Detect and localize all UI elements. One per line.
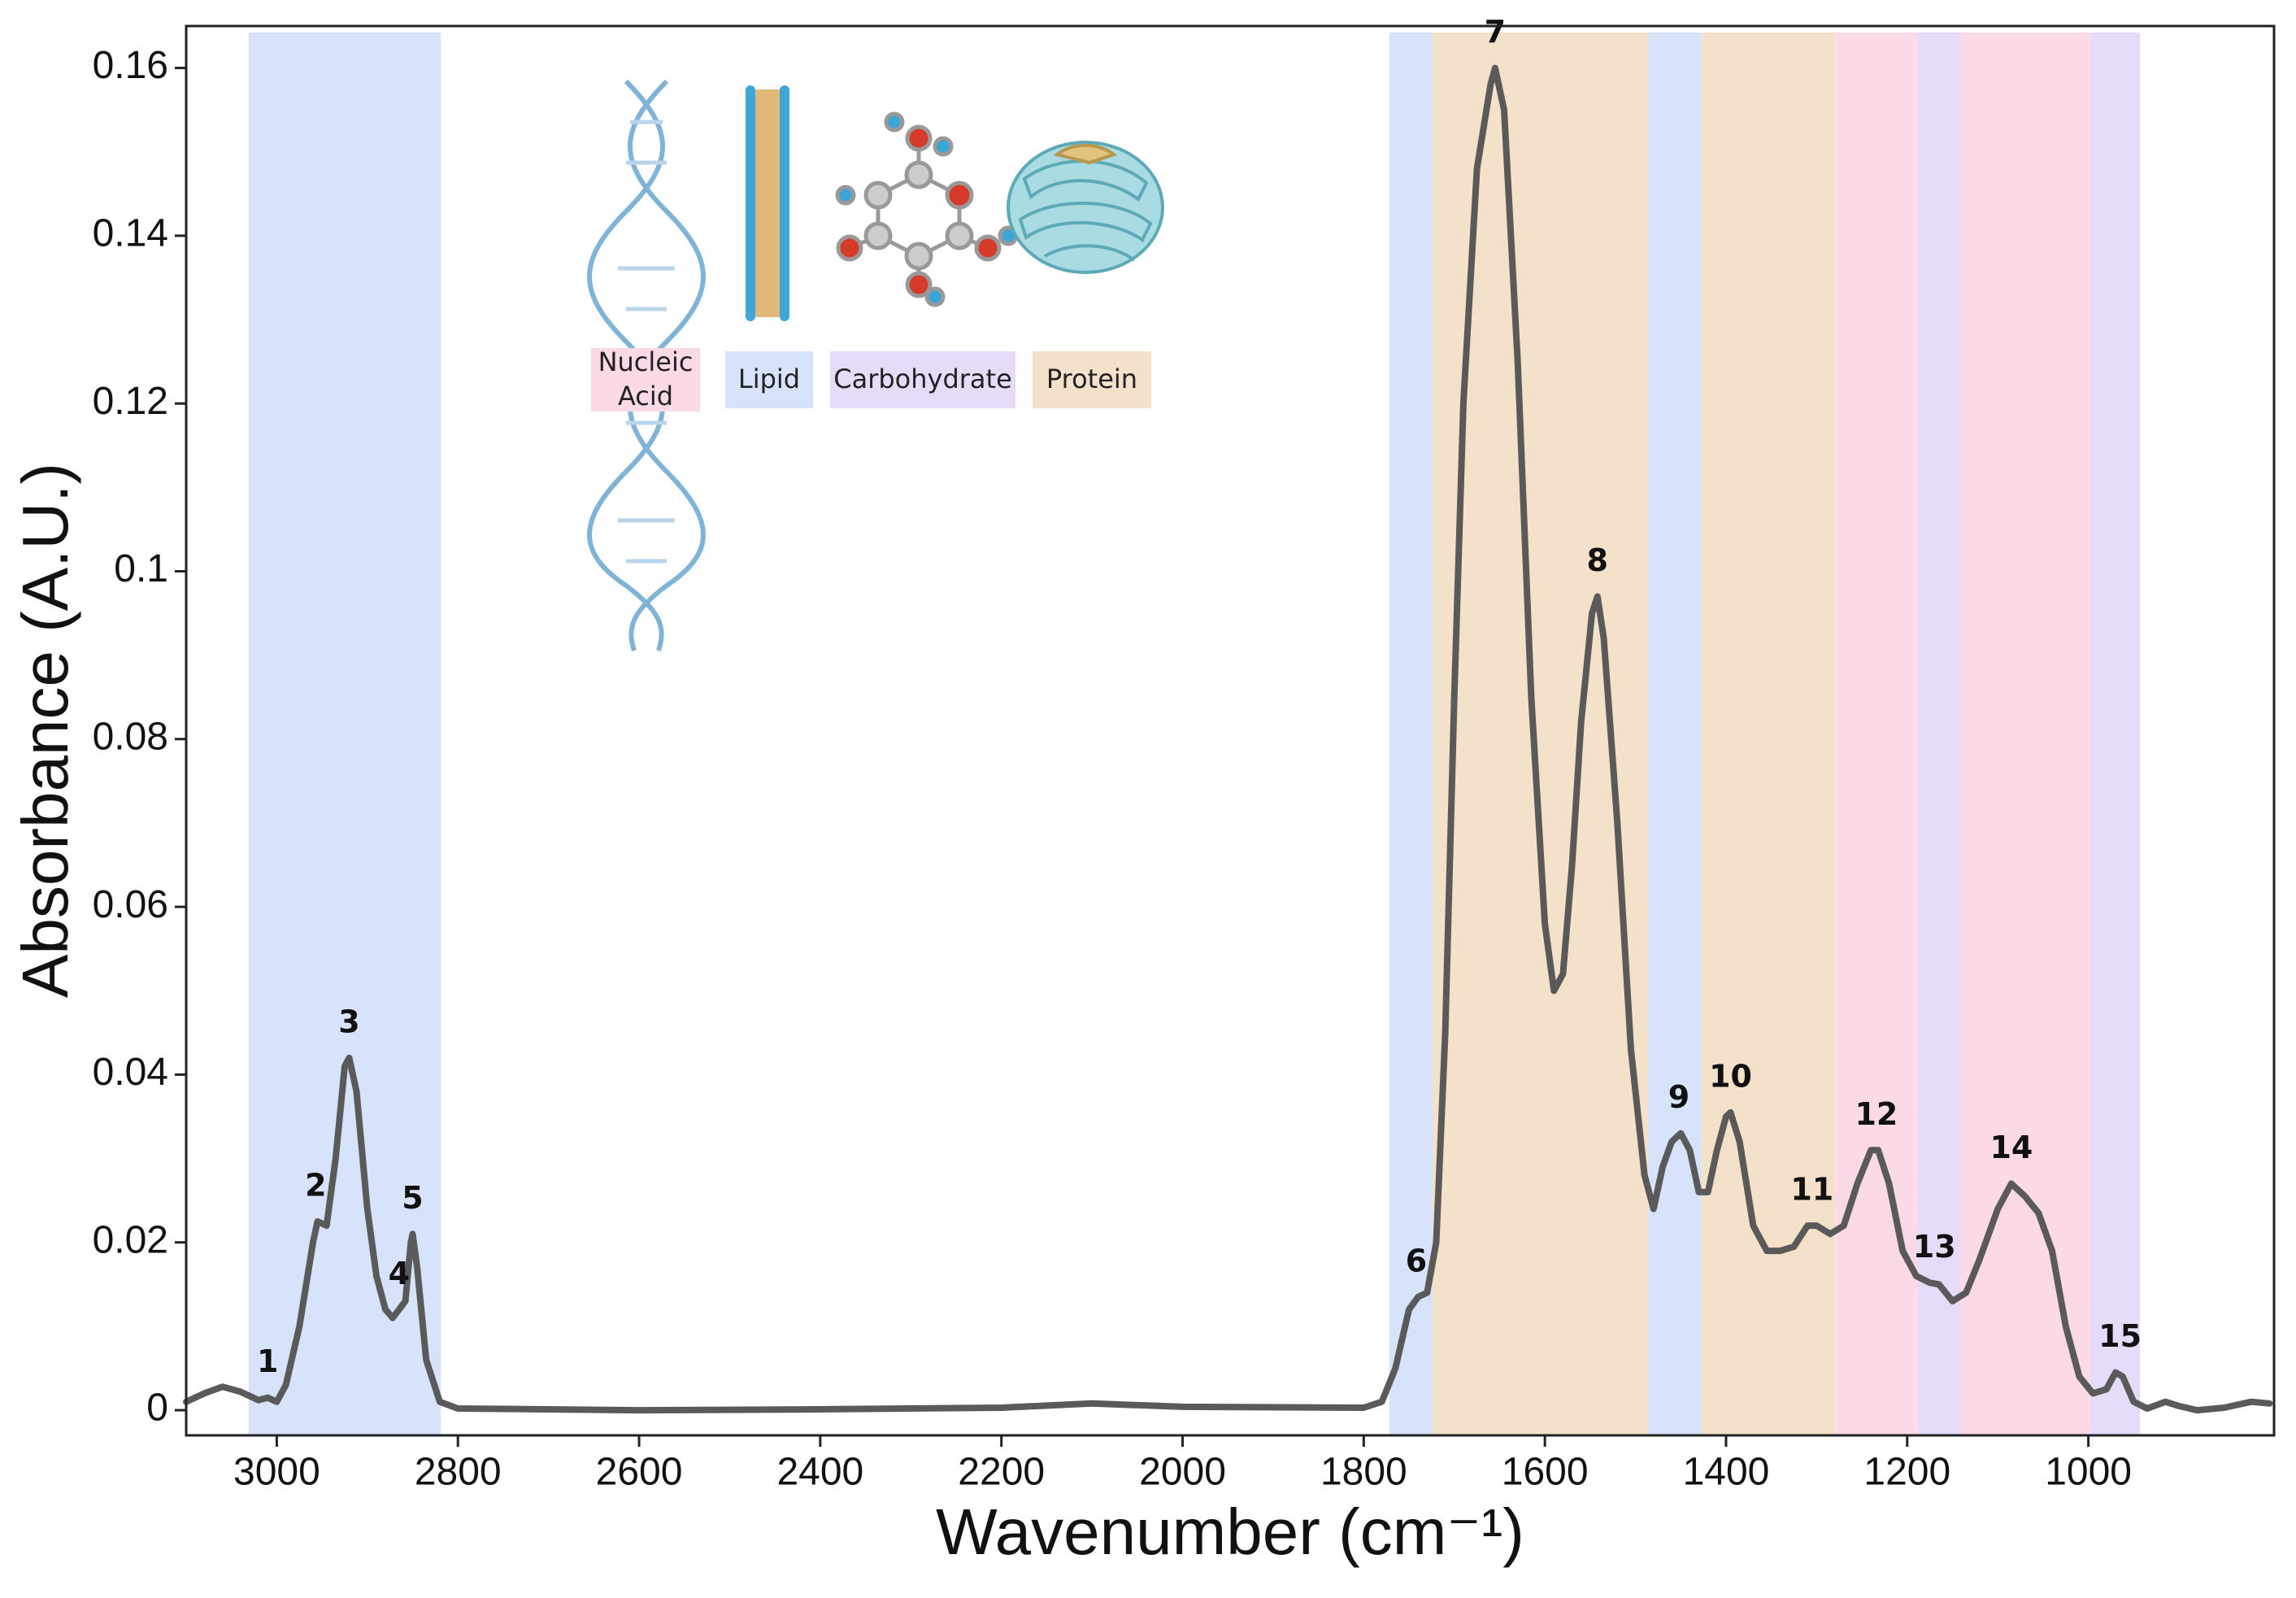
- y-tick-label: 0.06: [93, 883, 168, 926]
- plot-frame: [185, 24, 2276, 1437]
- y-tick-label: 0.1: [114, 547, 168, 590]
- y-tick-label: 0.04: [93, 1051, 168, 1094]
- legend-entry: Protein: [1033, 351, 1151, 408]
- y-tick-label: 0.14: [93, 212, 168, 255]
- peak-label: 5: [402, 1180, 423, 1216]
- y-tick-label: 0.12: [93, 380, 168, 423]
- x-tick-label: 2800: [415, 1451, 502, 1494]
- y-tick-label: 0: [146, 1387, 168, 1430]
- carbohydrate-icon: [835, 111, 1019, 307]
- x-axis-title: Wavenumber (cm⁻¹): [936, 1496, 1524, 1568]
- peak-label: 13: [1913, 1229, 1956, 1265]
- peak-label: 12: [1855, 1096, 1898, 1132]
- peak-label: 10: [1709, 1058, 1752, 1094]
- lipid-icon: [746, 85, 789, 321]
- peak-label: 11: [1790, 1172, 1833, 1208]
- band: [248, 33, 441, 1435]
- x-tick-label: 2600: [596, 1451, 683, 1494]
- x-tick-label: 1000: [2045, 1451, 2132, 1494]
- bands: [248, 33, 2141, 1435]
- x-tick-label: 2000: [1139, 1451, 1226, 1494]
- protein-icon: [1007, 141, 1164, 274]
- peak-label: 8: [1587, 542, 1608, 578]
- band: [1701, 33, 1835, 1435]
- band: [1433, 33, 1649, 1435]
- peak-label: 7: [1485, 14, 1506, 50]
- spectrum-line: [183, 64, 2273, 1414]
- x-tick-label: 1800: [1320, 1451, 1407, 1494]
- y-tick-label: 0.08: [93, 715, 168, 758]
- peak-label: 14: [1989, 1130, 2033, 1165]
- peak-label: 9: [1668, 1079, 1689, 1115]
- band: [2089, 33, 2141, 1435]
- band: [1917, 33, 1960, 1435]
- plot: 0 0.02 0.04 0.06 0.08 0.1 0.12 0.14 0.16 3000 2800…: [93, 14, 2273, 1494]
- x-tick-label: 3000: [233, 1451, 320, 1494]
- y-axis-title: Absorbance (A.U.): [9, 463, 81, 998]
- y-tick-label: 0.16: [93, 44, 168, 87]
- x-tick-label: 1400: [1683, 1451, 1770, 1494]
- peak-label: 3: [338, 1004, 359, 1039]
- legend-entry: Carbohydrate: [830, 351, 1015, 408]
- peak-label: 2: [305, 1167, 326, 1203]
- x-tick-label: 2200: [958, 1451, 1045, 1494]
- band: [1389, 33, 1433, 1435]
- peak-label: 15: [2098, 1318, 2142, 1354]
- peak-label: 6: [1406, 1243, 1427, 1278]
- peak-label: 1: [257, 1343, 278, 1379]
- x-tick-label: 1200: [1863, 1451, 1950, 1494]
- legend-entry: Lipid: [725, 351, 813, 408]
- legend-entry: Nucleic Acid: [591, 346, 700, 411]
- x-tick-label: 1600: [1502, 1451, 1589, 1494]
- band: [1648, 33, 1702, 1435]
- y-tick-label: 0.02: [93, 1218, 168, 1261]
- x-tick-label: 2400: [776, 1451, 863, 1494]
- peak-label: 4: [389, 1256, 410, 1291]
- band: [1959, 33, 2090, 1435]
